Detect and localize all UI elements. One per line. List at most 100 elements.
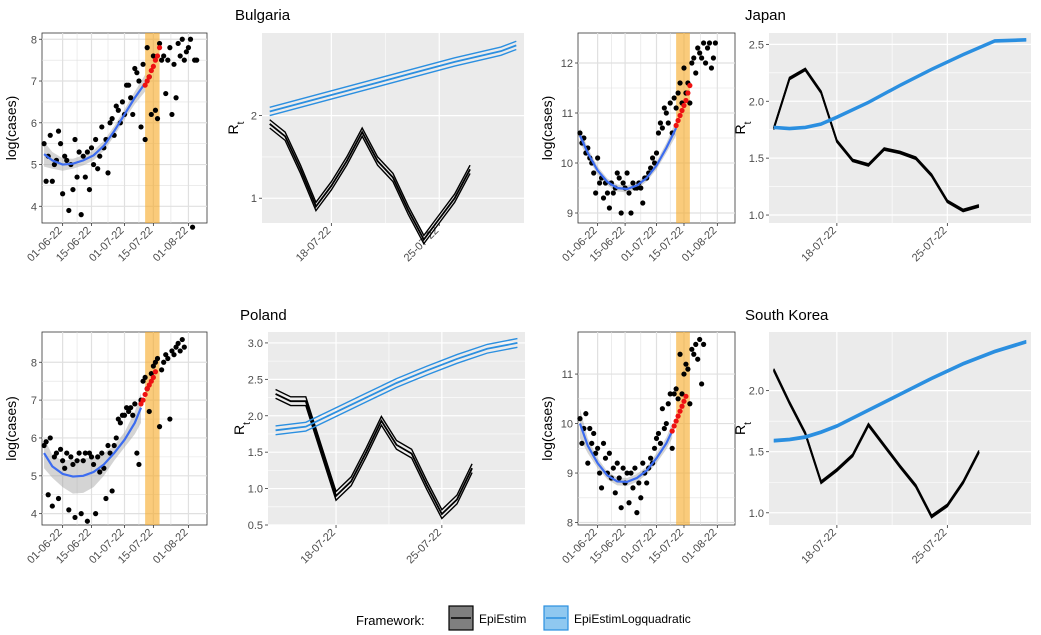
data-point — [620, 465, 626, 471]
fitted-point — [154, 53, 161, 59]
x-tick-label: 18-07-22 — [799, 225, 839, 265]
data-point — [113, 103, 119, 109]
data-point — [630, 180, 636, 186]
data-point — [64, 450, 70, 456]
data-point — [669, 445, 675, 451]
fitted-point — [142, 82, 148, 88]
y-tick-label: 3.0 — [248, 338, 263, 350]
data-point — [90, 461, 97, 468]
fitted-point — [683, 97, 689, 104]
data-point — [628, 470, 634, 476]
data-point — [587, 425, 593, 432]
data-point — [583, 411, 589, 417]
data-point — [665, 120, 671, 126]
fit-line — [578, 127, 678, 191]
data-point — [105, 442, 111, 449]
data-point — [113, 435, 119, 441]
y-tick-label: 11 — [562, 108, 573, 120]
data-point — [175, 40, 181, 47]
data-point — [43, 439, 49, 445]
series-lower-bound — [275, 346, 518, 436]
fitted-point — [142, 391, 148, 398]
data-point — [95, 454, 101, 460]
data-point — [144, 45, 150, 51]
data-point — [175, 340, 181, 346]
data-point — [82, 174, 88, 180]
data-point — [130, 412, 136, 418]
legend-label: EpiEstimLogquadratic — [574, 612, 691, 626]
data-point — [49, 503, 55, 509]
data-point — [634, 510, 640, 516]
data-point — [66, 507, 72, 513]
data-point — [148, 111, 154, 118]
data-point — [614, 170, 620, 176]
data-point — [675, 90, 681, 96]
country-title: Bulgaria — [235, 7, 291, 24]
data-point — [708, 65, 715, 71]
data-point — [701, 40, 707, 46]
y-tick-label: 9 — [567, 468, 573, 480]
fitted-point — [673, 418, 679, 424]
series-upper-bound — [269, 40, 517, 109]
fitted-point — [685, 90, 691, 96]
data-point — [111, 442, 117, 449]
fitted-point — [669, 428, 675, 434]
data-point — [681, 371, 687, 377]
chart-bg-cases: 4567801-06-2215-06-2201-07-2215-07-2201-… — [3, 32, 208, 264]
country-title: South Korea — [745, 307, 829, 324]
y-axis-title-subscript: t — [743, 121, 754, 124]
fitted-point — [675, 413, 681, 419]
series-line-epiestimlogquadratic — [269, 44, 517, 113]
y-tick-label: 0.5 — [248, 520, 263, 532]
y-tick-label: 2.0 — [749, 96, 764, 108]
data-point — [45, 492, 51, 498]
data-point — [55, 495, 62, 502]
data-point — [616, 475, 622, 481]
series-lower-bound — [773, 40, 1027, 131]
data-point — [595, 155, 601, 161]
data-point — [179, 336, 185, 343]
data-point — [699, 381, 705, 387]
panel-background — [262, 33, 524, 223]
data-point — [596, 180, 603, 186]
data-point — [109, 116, 115, 122]
data-point — [49, 178, 55, 184]
data-point — [72, 136, 78, 143]
data-point — [72, 514, 78, 521]
data-point — [677, 80, 683, 86]
y-tick-label: 2.5 — [749, 39, 764, 51]
country-title: Poland — [240, 307, 287, 324]
data-point — [181, 344, 187, 350]
data-point — [60, 191, 66, 197]
data-point — [93, 136, 99, 143]
fitted-point — [675, 117, 681, 124]
data-point — [616, 175, 622, 181]
y-tick-label: 12 — [561, 58, 573, 70]
chart-kr-cases: 89101101-06-2215-06-2201-07-2215-07-2201… — [539, 331, 736, 566]
data-point — [577, 416, 583, 422]
data-point — [95, 166, 101, 172]
fitted-point — [679, 403, 685, 409]
data-point — [693, 341, 699, 347]
series-upper-bound — [773, 37, 1027, 129]
data-point — [194, 57, 200, 63]
y-tick-label: 1.5 — [248, 447, 263, 459]
data-point — [691, 351, 697, 357]
data-point — [687, 100, 693, 106]
data-point — [156, 40, 163, 47]
fitted-point — [671, 423, 677, 429]
data-point — [681, 65, 687, 71]
data-point — [134, 70, 140, 76]
data-point — [62, 465, 68, 471]
data-point — [591, 170, 597, 176]
chart-pl-rt: 0.5 1.0 1.5 2.0 2.5 3.0 18-07-22 25-07-22 Rt Pola… — [231, 307, 525, 566]
data-point — [82, 450, 88, 456]
data-point — [76, 450, 82, 456]
data-point — [655, 430, 662, 437]
y-tick-label: 8 — [31, 357, 37, 369]
data-point — [610, 465, 616, 471]
x-tick-label: 01-08-22 — [151, 527, 191, 567]
data-point — [187, 36, 194, 42]
y-tick-label: 7 — [31, 395, 37, 407]
data-point — [683, 361, 689, 367]
